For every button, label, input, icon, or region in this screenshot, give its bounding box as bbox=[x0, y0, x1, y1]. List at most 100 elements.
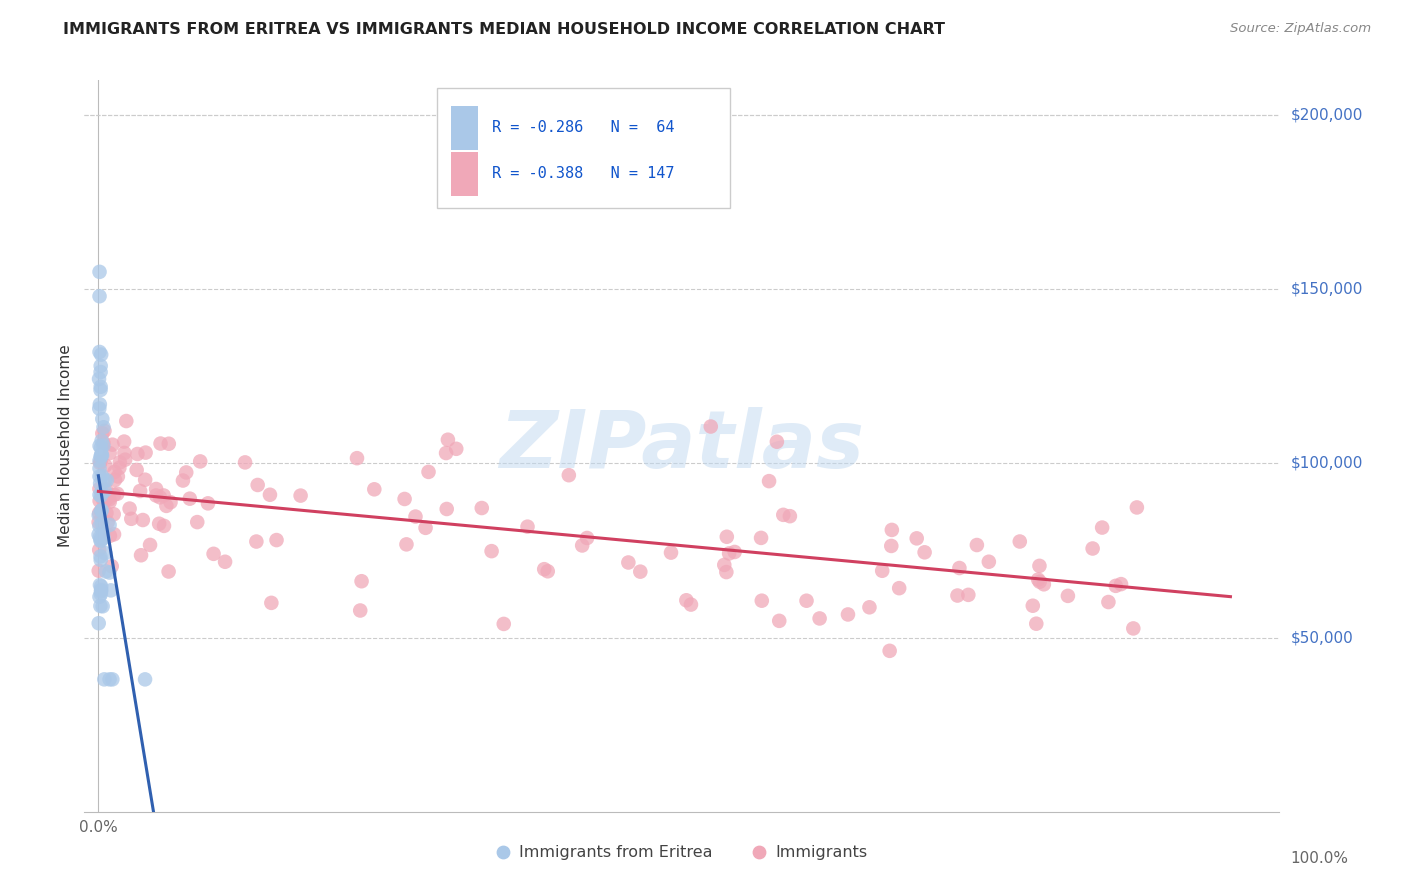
Text: IMMIGRANTS FROM ERITREA VS IMMIGRANTS MEDIAN HOUSEHOLD INCOME CORRELATION CHART: IMMIGRANTS FROM ERITREA VS IMMIGRANTS ME… bbox=[63, 22, 945, 37]
Point bbox=[87, 508, 110, 522]
Point bbox=[90, 434, 112, 448]
Point bbox=[134, 673, 156, 687]
Point bbox=[172, 474, 194, 488]
FancyBboxPatch shape bbox=[451, 152, 478, 196]
Point bbox=[946, 589, 969, 603]
Point bbox=[89, 599, 111, 613]
Point bbox=[576, 531, 599, 545]
Point bbox=[89, 506, 111, 520]
Point bbox=[135, 445, 157, 459]
Point bbox=[948, 561, 970, 575]
Point bbox=[97, 491, 120, 505]
Point bbox=[90, 469, 112, 483]
Point bbox=[516, 519, 538, 533]
Point bbox=[89, 519, 111, 533]
Point bbox=[346, 451, 368, 466]
Point bbox=[98, 446, 121, 460]
Point bbox=[233, 455, 256, 469]
Point bbox=[858, 600, 880, 615]
Point bbox=[1109, 577, 1132, 591]
Point bbox=[129, 483, 152, 498]
Point bbox=[139, 538, 162, 552]
Point bbox=[808, 611, 831, 625]
Point bbox=[98, 495, 121, 509]
Point bbox=[889, 581, 911, 595]
Point bbox=[1057, 589, 1080, 603]
Point bbox=[127, 447, 149, 461]
Point bbox=[90, 489, 112, 503]
Point bbox=[89, 494, 111, 508]
Point bbox=[91, 449, 114, 463]
Point bbox=[149, 436, 172, 450]
Text: $100,000: $100,000 bbox=[1291, 456, 1362, 471]
Point bbox=[90, 503, 112, 517]
Point bbox=[90, 383, 112, 397]
Point bbox=[93, 494, 115, 508]
Point bbox=[100, 559, 122, 574]
Point bbox=[125, 463, 148, 477]
Point bbox=[93, 439, 115, 453]
Point bbox=[214, 555, 236, 569]
Point bbox=[89, 488, 111, 502]
Point bbox=[350, 574, 373, 589]
Point bbox=[89, 549, 111, 564]
Point bbox=[188, 454, 211, 468]
Point bbox=[94, 565, 117, 579]
Text: R = -0.286   N =  64: R = -0.286 N = 64 bbox=[492, 120, 675, 136]
Point bbox=[471, 501, 494, 516]
Point bbox=[101, 673, 124, 687]
Point bbox=[1126, 500, 1149, 515]
Point bbox=[94, 483, 117, 497]
Point bbox=[363, 483, 385, 497]
Text: $150,000: $150,000 bbox=[1291, 282, 1362, 297]
Point bbox=[837, 607, 859, 622]
Point bbox=[103, 507, 125, 521]
Point bbox=[197, 496, 219, 510]
Point bbox=[796, 593, 818, 607]
Point bbox=[1022, 599, 1045, 613]
Point bbox=[749, 531, 772, 545]
Point bbox=[89, 461, 111, 475]
Point bbox=[94, 493, 117, 508]
Point bbox=[98, 492, 121, 507]
Point bbox=[436, 502, 458, 516]
Point bbox=[870, 564, 893, 578]
Point bbox=[1081, 541, 1104, 556]
Point bbox=[418, 465, 440, 479]
Point bbox=[93, 474, 115, 488]
Point bbox=[537, 564, 560, 578]
Point bbox=[98, 673, 121, 687]
Point bbox=[93, 424, 115, 438]
Point bbox=[266, 533, 288, 547]
Point bbox=[260, 596, 283, 610]
Point bbox=[434, 446, 457, 460]
Point bbox=[259, 488, 281, 502]
Point bbox=[90, 533, 112, 547]
Point bbox=[395, 537, 418, 551]
Point bbox=[1097, 595, 1119, 609]
Point bbox=[628, 565, 651, 579]
Point bbox=[100, 583, 122, 598]
Point bbox=[89, 543, 111, 558]
Point bbox=[93, 673, 115, 687]
Point bbox=[89, 345, 111, 359]
Point bbox=[1028, 558, 1050, 573]
Point bbox=[89, 482, 111, 496]
Point bbox=[90, 441, 112, 455]
Point bbox=[89, 476, 111, 491]
Point bbox=[246, 478, 269, 492]
Point bbox=[148, 516, 170, 531]
Point bbox=[89, 289, 111, 303]
Text: Source: ZipAtlas.com: Source: ZipAtlas.com bbox=[1230, 22, 1371, 36]
Point bbox=[89, 453, 111, 467]
Point bbox=[90, 532, 112, 546]
Point bbox=[132, 513, 155, 527]
Point bbox=[349, 603, 371, 617]
Text: R = -0.388   N = 147: R = -0.388 N = 147 bbox=[492, 167, 675, 181]
Point bbox=[90, 454, 112, 468]
Point bbox=[87, 372, 110, 386]
Point bbox=[87, 527, 110, 541]
Point bbox=[98, 517, 121, 532]
Point bbox=[90, 504, 112, 518]
Point bbox=[103, 488, 125, 502]
